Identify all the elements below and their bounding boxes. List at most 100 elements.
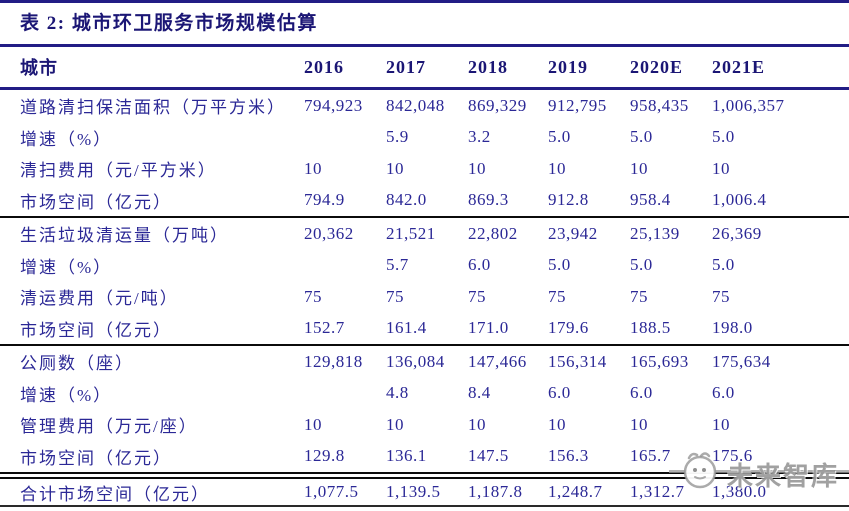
column-header-2021e: 2021E: [712, 45, 849, 90]
cell-value: 10: [468, 414, 486, 434]
cell-value: 129,818: [304, 351, 363, 371]
column-header-2018: 2018: [468, 45, 548, 90]
cell-value: 156,314: [548, 351, 607, 371]
cell-value: 75: [548, 286, 566, 306]
cell-value: [304, 122, 386, 154]
table-row: 市场空间（亿元） 794.9 842.0 869.3 912.8 958.4 1,006.4: [0, 184, 849, 218]
row-label: 清运费用（元/吨）: [20, 289, 179, 309]
cell-value: 1,006,357: [712, 95, 785, 115]
row-label: 市场空间（亿元）: [0, 184, 304, 218]
row-label: 市场空间（亿元）: [0, 312, 304, 346]
cell-value: 5.0: [548, 255, 571, 275]
cell-value: 10: [468, 158, 486, 178]
table-row: 清扫费用（元/平方米） 10 10 10 10 10 10: [0, 153, 849, 185]
cell-value: 1,380.0: [712, 475, 849, 507]
market-size-table: 城市 2016 2017 2018 2019 2020E 2021E 道路清扫保洁面积（万平…: [0, 44, 849, 507]
cell-value: 75: [304, 286, 322, 306]
cell-value: 152.7: [304, 312, 386, 346]
cell-value: 1,077.5: [304, 475, 386, 507]
table-total-row: 合计市场空间（亿元） 1,077.5 1,139.5 1,187.8 1,248.7 1,…: [0, 475, 849, 507]
cell-value: 10: [630, 414, 648, 434]
cell-value: 10: [386, 414, 404, 434]
cell-value: 8.4: [468, 383, 491, 403]
cell-value: 147.5: [468, 440, 548, 479]
cell-value: 794.9: [304, 184, 386, 218]
cell-value: 842.0: [386, 184, 468, 218]
cell-value: 10: [304, 158, 322, 178]
cell-value: 4.8: [386, 383, 409, 403]
cell-value: 156.3: [548, 440, 630, 479]
cell-value: 175.6: [712, 440, 849, 479]
table-row: 公厕数（座） 129,818 136,084 147,466 156,314 165,69…: [0, 345, 849, 378]
cell-value: 25,139: [630, 223, 680, 243]
cell-value: 10: [712, 414, 730, 434]
cell-value: 5.0: [712, 127, 735, 147]
cell-value: 1,006.4: [712, 184, 849, 218]
cell-value: 171.0: [468, 312, 548, 346]
cell-value: 3.2: [468, 127, 491, 147]
cell-value: 147,466: [468, 351, 527, 371]
cell-value: 75: [630, 286, 648, 306]
cell-value: 23,942: [548, 223, 598, 243]
cell-value: 136.1: [386, 440, 468, 479]
cell-value: 912.8: [548, 184, 630, 218]
cell-value: 842,048: [386, 95, 445, 115]
cell-value: 75: [468, 286, 486, 306]
cell-value: 1,312.7: [630, 475, 712, 507]
cell-value: [304, 250, 386, 282]
cell-value: 869.3: [468, 184, 548, 218]
cell-value: 75: [712, 286, 730, 306]
table-row: 增速（%） 5.9 3.2 5.0 5.0 5.0: [0, 122, 849, 154]
cell-value: 958,435: [630, 95, 689, 115]
row-label: 道路清扫保洁面积（万平方米）: [20, 98, 286, 118]
cell-value: 10: [630, 158, 648, 178]
cell-value: 161.4: [386, 312, 468, 346]
cell-value: 20,362: [304, 223, 354, 243]
table-row: 管理费用（万元/座） 10 10 10 10 10 10: [0, 409, 849, 441]
cell-value: 1,139.5: [386, 475, 468, 507]
cell-value: 5.0: [630, 255, 653, 275]
cell-value: 136,084: [386, 351, 445, 371]
table-row: 市场空间（亿元） 129.8 136.1 147.5 156.3 165.7 175.6: [0, 440, 849, 479]
cell-value: 5.0: [712, 255, 735, 275]
row-label: 清扫费用（元/平方米）: [20, 161, 217, 181]
top-rule: [0, 0, 849, 3]
row-label: 合计市场空间（亿元）: [0, 475, 304, 507]
column-header-2017: 2017: [386, 45, 468, 90]
column-header-2019: 2019: [548, 45, 630, 90]
table-body: 道路清扫保洁面积（万平方米） 794,923 842,048 869,329 912,7…: [0, 89, 849, 507]
column-header-city: 城市: [0, 45, 304, 90]
column-header-2016: 2016: [304, 45, 386, 90]
cell-value: 912,795: [548, 95, 607, 115]
cell-value: 6.0: [712, 383, 735, 403]
cell-value: 10: [548, 414, 566, 434]
cell-value: 10: [386, 158, 404, 178]
row-label: 增速（%）: [20, 257, 113, 277]
cell-value: 26,369: [712, 223, 762, 243]
cell-value: 188.5: [630, 312, 712, 346]
cell-value: [304, 378, 386, 410]
cell-value: 175,634: [712, 351, 771, 371]
cell-value: 5.7: [386, 255, 409, 275]
cell-value: 1,187.8: [468, 475, 548, 507]
cell-value: 6.0: [468, 255, 491, 275]
row-label: 增速（%）: [20, 129, 113, 149]
cell-value: 5.9: [386, 127, 409, 147]
cell-value: 869,329: [468, 95, 527, 115]
table-header-row: 城市 2016 2017 2018 2019 2020E 2021E: [0, 45, 849, 90]
cell-value: 10: [304, 414, 322, 434]
cell-value: 10: [712, 158, 730, 178]
cell-value: 21,521: [386, 223, 436, 243]
row-label: 管理费用（万元/座）: [20, 417, 198, 437]
column-header-2020e: 2020E: [630, 45, 712, 90]
table-row: 生活垃圾清运量（万吨） 20,362 21,521 22,802 23,942 25,13…: [0, 217, 849, 250]
cell-value: 958.4: [630, 184, 712, 218]
row-label: 增速（%）: [20, 385, 113, 405]
table-title: 表 2: 城市环卫服务市场规模估算: [20, 13, 318, 34]
table-row: 清运费用（元/吨） 75 75 75 75 75 75: [0, 281, 849, 313]
cell-value: 5.0: [548, 127, 571, 147]
cell-value: 1,248.7: [548, 475, 630, 507]
cell-value: 198.0: [712, 312, 849, 346]
cell-value: 6.0: [630, 383, 653, 403]
